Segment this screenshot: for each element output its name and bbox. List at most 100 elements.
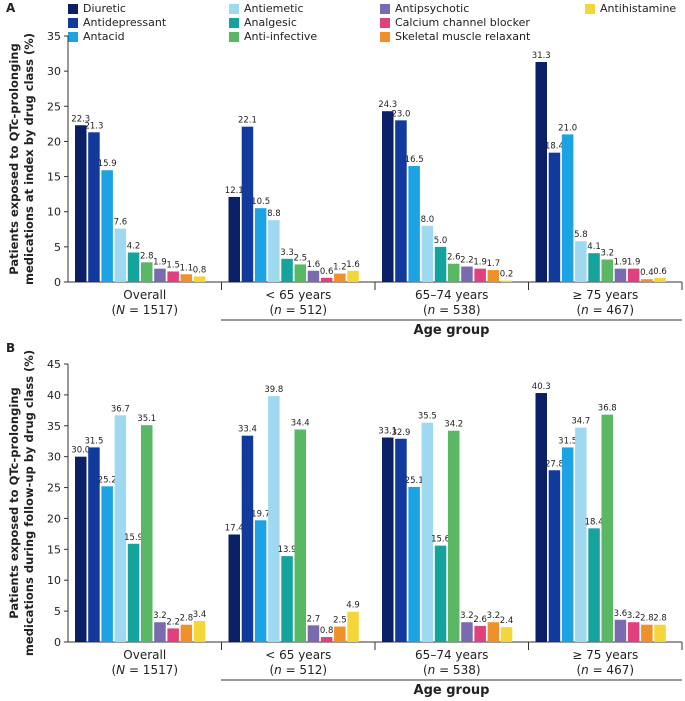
bar-value-label: 3.2 bbox=[600, 249, 614, 259]
bar-value-label: 2.7 bbox=[307, 614, 321, 624]
bar-value-label: 18.4 bbox=[545, 142, 564, 152]
category-n-label: (n = 467) bbox=[576, 663, 634, 677]
bar-value-label: 1.6 bbox=[346, 260, 360, 270]
bar bbox=[588, 528, 600, 642]
bar-value-label: 2.8 bbox=[640, 614, 654, 624]
y-tick-label: 30 bbox=[47, 451, 61, 464]
bar-value-label: 34.4 bbox=[291, 418, 310, 428]
legend-swatch bbox=[68, 31, 78, 42]
bar-value-label: 1.5 bbox=[166, 260, 180, 270]
bar bbox=[167, 271, 179, 282]
bar-value-label: 0.6 bbox=[653, 267, 667, 277]
bar bbox=[627, 268, 640, 282]
bar-value-label: 1.7 bbox=[487, 259, 501, 269]
legend-label: Anti-infective bbox=[244, 30, 318, 43]
y-tick-label: 0 bbox=[54, 276, 61, 289]
bar bbox=[395, 438, 407, 642]
bar bbox=[627, 622, 640, 642]
bar bbox=[395, 120, 407, 282]
bar bbox=[448, 263, 460, 282]
y-tick-label: 15 bbox=[47, 171, 61, 184]
bar-value-label: 3.6 bbox=[614, 609, 628, 619]
legend-item: Skeletal muscle relaxant bbox=[380, 30, 530, 43]
bar bbox=[474, 625, 486, 642]
bar-value-label: 1.9 bbox=[614, 258, 628, 268]
bar bbox=[88, 447, 100, 642]
bar-value-label: 36.7 bbox=[111, 404, 130, 414]
bar bbox=[408, 486, 420, 642]
bar-value-label: 1.9 bbox=[627, 258, 641, 268]
legend-swatch bbox=[68, 17, 78, 28]
bar-value-label: 35.5 bbox=[418, 412, 437, 422]
category-n-label: (n = 538) bbox=[423, 663, 481, 677]
y-tick-label: 5 bbox=[54, 241, 61, 254]
bar bbox=[307, 625, 320, 642]
bar bbox=[561, 134, 574, 282]
bar-value-label: 1.6 bbox=[307, 260, 321, 270]
bar bbox=[614, 268, 627, 282]
bar bbox=[268, 220, 280, 282]
bar bbox=[487, 270, 500, 282]
bar bbox=[382, 111, 394, 282]
bar-value-label: 5.0 bbox=[434, 236, 448, 246]
legend-swatch bbox=[68, 3, 78, 14]
bar-value-label: 25.2 bbox=[98, 475, 117, 485]
category-label: 65–74 years bbox=[415, 288, 488, 302]
bar bbox=[601, 414, 613, 642]
bar bbox=[334, 626, 346, 642]
bar-value-label: 2.4 bbox=[500, 616, 514, 626]
bar bbox=[281, 258, 293, 282]
bar-value-label: 3.2 bbox=[627, 611, 641, 621]
bar bbox=[294, 429, 306, 642]
bar bbox=[228, 196, 240, 282]
bar bbox=[241, 435, 254, 642]
bar-value-label: 31.5 bbox=[558, 436, 577, 446]
bar bbox=[421, 422, 434, 642]
bar-value-label: 15.9 bbox=[124, 533, 143, 543]
category-n-label: (n = 512) bbox=[269, 303, 327, 317]
bar bbox=[241, 126, 254, 282]
bar bbox=[127, 252, 140, 282]
bar-value-label: 5.8 bbox=[574, 230, 588, 240]
bar bbox=[281, 556, 293, 642]
bar bbox=[461, 622, 473, 642]
legend-swatch bbox=[229, 17, 239, 28]
bar bbox=[575, 427, 587, 642]
legend-item: Antiemetic bbox=[229, 2, 304, 15]
category-label: ≥ 75 years bbox=[572, 288, 638, 302]
bar-value-label: 39.8 bbox=[264, 385, 283, 395]
category-label: Overall bbox=[123, 288, 166, 302]
bar bbox=[101, 486, 113, 642]
y-tick-label: 15 bbox=[47, 543, 61, 556]
bar-value-label: 0.4 bbox=[640, 268, 654, 278]
bar-value-label: 8.8 bbox=[267, 209, 281, 219]
bar bbox=[254, 520, 267, 642]
legend-item: Anti-infective bbox=[229, 30, 317, 43]
bar-value-label: 22.1 bbox=[238, 116, 257, 126]
legend-item: Calcium channel blocker bbox=[380, 16, 530, 29]
y-axis-title: Patients exposed to QTc-prolonging bbox=[7, 387, 21, 618]
bar-value-label: 3.2 bbox=[153, 611, 167, 621]
bar-value-label: 2.8 bbox=[180, 614, 194, 624]
bar-value-label: 1.1 bbox=[180, 263, 194, 273]
legend-swatch bbox=[585, 3, 595, 14]
bar-value-label: 15.9 bbox=[98, 159, 117, 169]
bar bbox=[575, 241, 587, 282]
bar bbox=[548, 152, 561, 282]
y-tick-label: 20 bbox=[47, 135, 61, 148]
category-label: < 65 years bbox=[265, 288, 331, 302]
bar bbox=[614, 619, 627, 642]
bar-value-label: 2.8 bbox=[140, 251, 154, 261]
bar bbox=[601, 259, 613, 282]
bar bbox=[254, 208, 267, 282]
bar bbox=[75, 456, 87, 642]
bar bbox=[193, 276, 206, 282]
legend-swatch bbox=[380, 17, 390, 28]
panel-label: B bbox=[6, 341, 15, 355]
bar-value-label: 2.8 bbox=[653, 614, 667, 624]
bar bbox=[421, 225, 434, 282]
legend-item: Antihistamine bbox=[585, 2, 676, 15]
bar bbox=[114, 415, 127, 642]
bar bbox=[101, 170, 113, 282]
